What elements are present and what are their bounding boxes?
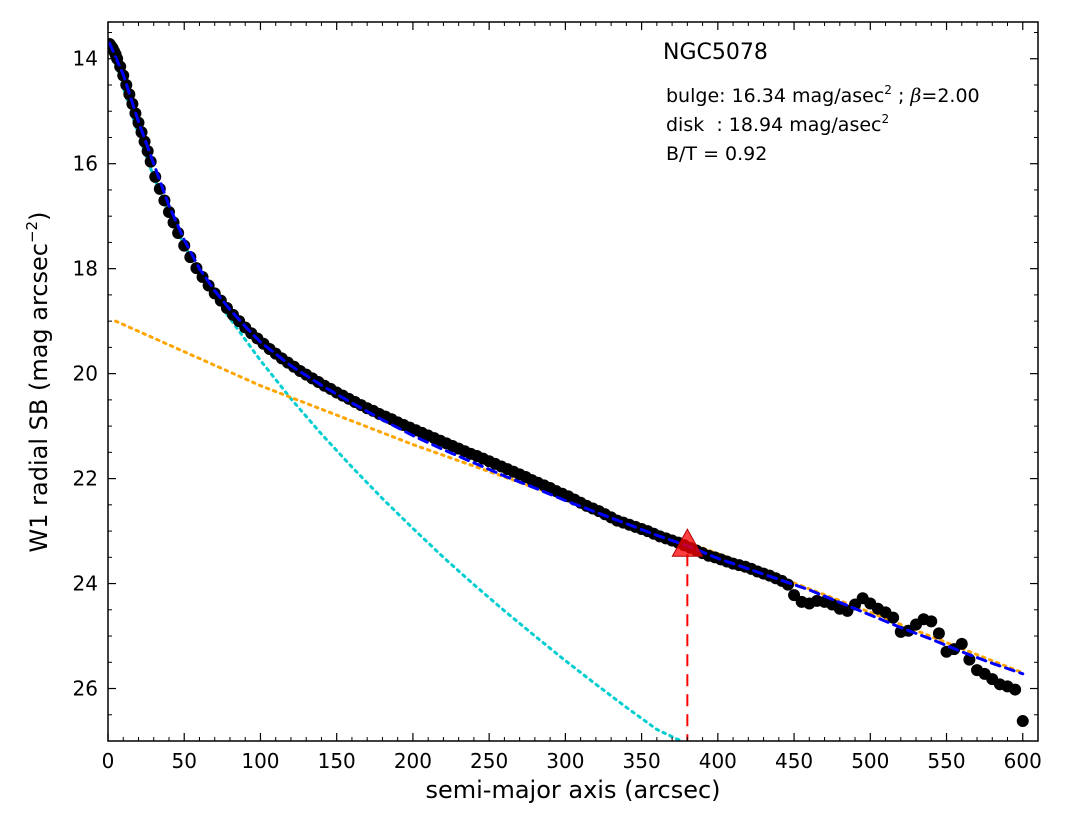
y-tick-label: 22 xyxy=(73,467,98,491)
x-tick-label: 250 xyxy=(470,749,508,773)
beta-symbol: β xyxy=(909,85,921,107)
data-point xyxy=(1009,683,1022,696)
data-point xyxy=(925,615,938,628)
data-point xyxy=(1016,715,1029,728)
x-tick-label: 50 xyxy=(172,749,197,773)
x-tick-label: 100 xyxy=(241,749,279,773)
x-tick-label: 150 xyxy=(318,749,356,773)
y-tick-label: 26 xyxy=(73,677,98,701)
y-tick-label: 20 xyxy=(73,362,98,386)
total-model-line xyxy=(108,41,1025,676)
disk-annotation: disk : 18.94 mag/asec2 xyxy=(666,112,889,136)
data-point xyxy=(955,637,968,650)
break-radius-marker xyxy=(671,528,704,557)
y-tick-label: 18 xyxy=(73,257,98,281)
y-axis-label: W1 radial SB (mag arcsec−2) xyxy=(23,212,53,553)
marker-layer xyxy=(671,528,704,741)
x-tick-label: 200 xyxy=(394,749,432,773)
series-layer xyxy=(108,38,1025,741)
observed-points xyxy=(108,38,1029,728)
bulge-model-line xyxy=(108,38,683,741)
bulge-annotation: bulge: 16.34 mag/asec2 ; β=2.00 xyxy=(666,83,980,107)
y-tick-label: 16 xyxy=(73,152,98,176)
ticks-layer: 0 50 100 150 200 250 300 350 400 450 500 550 600 14 16… xyxy=(73,22,1042,773)
y-tick-label: 14 xyxy=(73,47,98,71)
bt-annotation: B/T = 0.92 xyxy=(666,143,767,165)
x-tick-label: 600 xyxy=(1004,749,1042,773)
x-axis-label: semi-major axis (arcsec) xyxy=(425,776,720,804)
data-point xyxy=(887,611,900,624)
x-tick-label: 500 xyxy=(851,749,889,773)
x-tick-label: 350 xyxy=(623,749,661,773)
x-tick-label: 0 xyxy=(102,749,115,773)
data-point xyxy=(196,271,209,284)
galaxy-name: NGC5078 xyxy=(663,40,768,65)
y-tick-label: 24 xyxy=(73,572,98,596)
x-tick-label: 300 xyxy=(546,749,584,773)
disk-exponent: 2 xyxy=(882,112,890,126)
x-tick-label: 400 xyxy=(699,749,737,773)
x-tick-label: 450 xyxy=(775,749,813,773)
y-axis-label-exponent: −2 xyxy=(23,221,41,243)
bulge-exponent: 2 xyxy=(884,83,892,97)
x-tick-label: 550 xyxy=(927,749,965,773)
plot-frame xyxy=(107,21,1039,742)
data-point xyxy=(932,627,945,640)
